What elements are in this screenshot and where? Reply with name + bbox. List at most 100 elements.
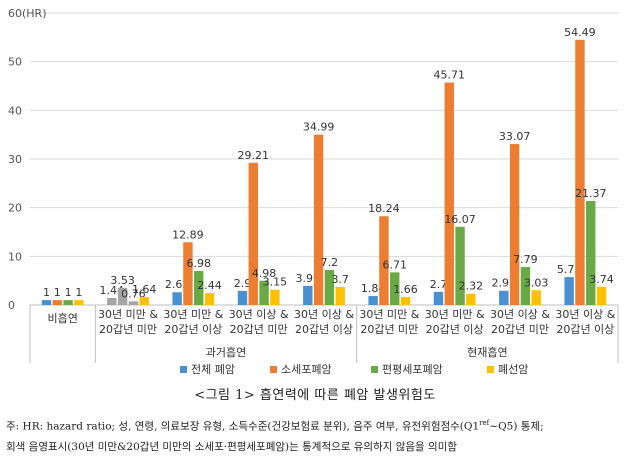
note-line-1-sup: ref <box>479 419 490 427</box>
bar <box>564 277 574 305</box>
bar <box>107 297 117 305</box>
x-tick-label: 20갑년 이상 <box>295 323 353 336</box>
note-line-1-tail: ~Q5) 통제; <box>489 420 544 433</box>
data-label: 1 <box>65 286 72 299</box>
y-tick-label: 30 <box>8 153 22 166</box>
y-tick-label: 50 <box>8 56 22 69</box>
y-tick-label: 60(HR) <box>8 7 47 20</box>
data-label: 6.71 <box>382 258 407 271</box>
legend-label: 전체 폐암 <box>191 363 235 376</box>
bar <box>596 286 607 305</box>
data-label: 2.32 <box>459 280 484 293</box>
data-label: 3.53 <box>110 274 135 287</box>
x-tick-label: 30년 미만 & <box>425 308 485 321</box>
y-tick-label: 20 <box>8 202 22 215</box>
legend-swatch <box>180 366 187 373</box>
y-tick-label: 10 <box>8 250 22 263</box>
legend-swatch <box>270 366 277 373</box>
data-label: 2.44 <box>197 279 222 292</box>
bar <box>63 300 73 305</box>
x-tick-label: 30년 이상 & <box>229 308 289 321</box>
data-label: 12.89 <box>172 228 204 241</box>
data-label: 34.99 <box>303 121 335 134</box>
data-label: 6.98 <box>186 257 211 270</box>
bar <box>390 272 400 305</box>
group-label: 현재흡연 <box>467 345 507 359</box>
data-label: 1 <box>43 286 50 299</box>
bar <box>379 216 389 305</box>
bar <box>259 280 269 305</box>
x-tick-label: 30년 이상 & <box>490 308 550 321</box>
data-label: 45.71 <box>434 69 466 82</box>
x-tick-label: 20갑년 이상 <box>556 323 614 336</box>
data-label: 1 <box>54 286 61 299</box>
bar <box>499 290 509 305</box>
data-label: 21.37 <box>575 187 607 200</box>
legend-swatch <box>371 366 378 373</box>
bar <box>335 286 345 305</box>
x-tick-label: 비흡연 <box>47 311 77 325</box>
bar <box>41 300 52 305</box>
bar <box>204 293 215 305</box>
bar <box>313 134 324 305</box>
x-tick-label: 30년 미만 & <box>359 308 419 321</box>
data-label: 3.74 <box>589 273 614 286</box>
x-tick-label: 30년 미만 & <box>163 308 223 321</box>
note-line-1-text: 주: HR: hazard ratio; 성, 연령, 의료보장 유형, 소득수… <box>6 420 480 433</box>
bar <box>172 292 182 305</box>
bar <box>303 285 313 305</box>
bar <box>117 287 128 305</box>
bar <box>433 291 444 305</box>
bar <box>52 300 62 305</box>
data-label: 3.15 <box>263 276 288 289</box>
bar <box>466 293 476 305</box>
x-tick-label: 30년 이상 & <box>555 308 615 321</box>
bar <box>194 271 204 305</box>
data-label: 7.79 <box>513 253 538 266</box>
bar <box>520 267 531 305</box>
legend-swatch <box>487 366 494 373</box>
data-label: 54.49 <box>564 26 596 39</box>
x-tick-label: 30년 이상 & <box>294 308 354 321</box>
bar <box>509 144 520 305</box>
bar <box>531 290 541 305</box>
bar <box>139 297 149 305</box>
data-label: 7.2 <box>321 256 339 269</box>
bar <box>248 162 258 305</box>
x-tick-label: 20갑년 미만 <box>360 323 418 336</box>
bar <box>400 296 411 305</box>
bar <box>128 301 139 305</box>
x-tick-label: 20갑년 미만 <box>230 323 288 336</box>
data-label: 2.9 <box>234 277 252 290</box>
legend-label: 소세포폐암 <box>281 363 332 376</box>
x-tick-label: 20갑년 미만 <box>491 323 549 336</box>
x-tick-label: 20갑년 이상 <box>164 323 222 336</box>
data-label: 1.64 <box>132 283 157 296</box>
legend-label: 폐선암 <box>498 363 528 376</box>
bar <box>270 289 280 305</box>
bar <box>575 39 585 305</box>
x-tick-label: 30년 미만 & <box>98 308 158 321</box>
data-label: 2.7 <box>430 278 448 291</box>
legend-label: 편평세포폐암 <box>382 363 443 376</box>
bar <box>74 300 84 305</box>
y-tick-label: 40 <box>8 104 22 117</box>
data-label: 33.07 <box>499 130 531 143</box>
figure-note: 주: HR: hazard ratio; 성, 연령, 의료보장 유형, 소득수… <box>6 413 626 457</box>
bar <box>183 242 193 305</box>
y-tick-label: 0 <box>8 299 15 312</box>
note-line-2: 회색 음영표시(30년 미만&20갑년 미만의 소세포·편평세포폐암)는 통계적… <box>6 440 458 453</box>
data-label: 16.07 <box>444 213 476 226</box>
bar <box>444 82 454 305</box>
x-tick-label: 20갑년 미만 <box>99 323 157 336</box>
x-tick-label: 20갑년 이상 <box>426 323 484 336</box>
data-label: 18.24 <box>368 202 400 215</box>
data-label: 1.66 <box>393 283 418 296</box>
group-label: 과거흡연 <box>206 345 246 359</box>
bar <box>586 200 596 305</box>
note-line-1: 주: HR: hazard ratio; 성, 연령, 의료보장 유형, 소득수… <box>6 413 626 437</box>
data-label: 29.21 <box>238 149 270 162</box>
data-label: 1 <box>75 286 82 299</box>
